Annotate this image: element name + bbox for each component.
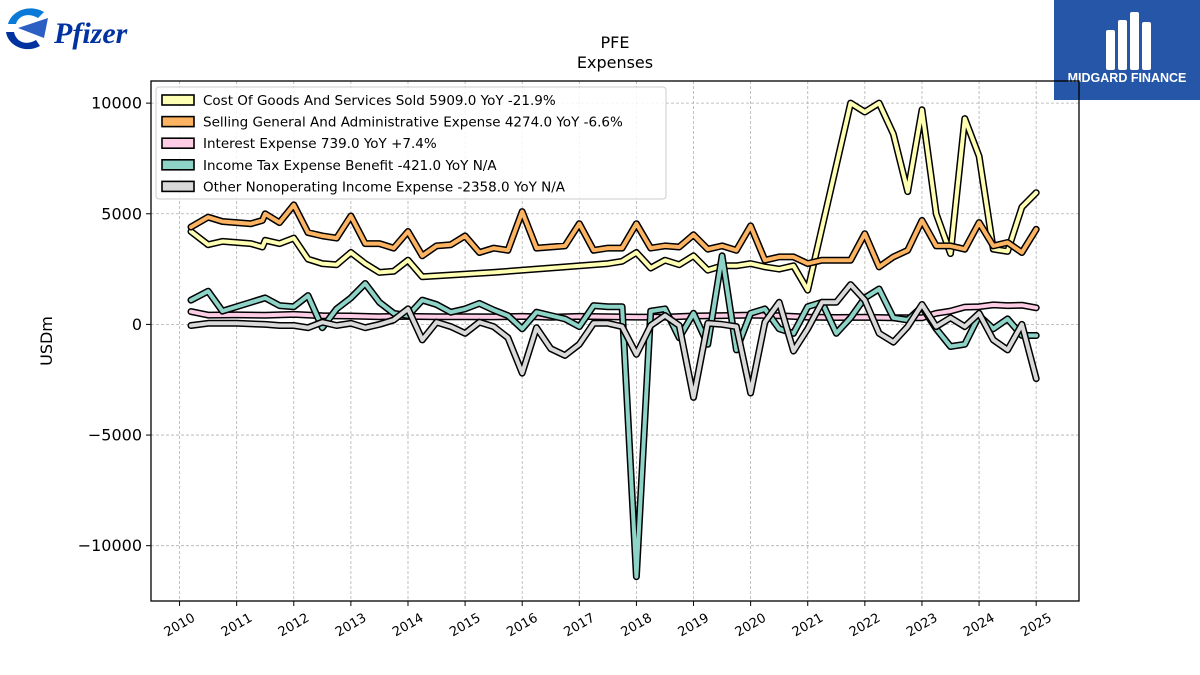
x-tick-label: 2017 — [561, 611, 597, 641]
legend-entry: Interest Expense 739.0 YoY +7.4% — [203, 136, 437, 152]
series-line — [189, 253, 1039, 579]
series-line — [189, 282, 1039, 400]
legend-swatch — [161, 159, 195, 171]
series-line — [189, 202, 1039, 269]
x-tick-label: 2022 — [847, 611, 883, 641]
y-axis-label: USDm — [37, 316, 56, 366]
series-outline — [187, 252, 1040, 581]
x-axis: 2010 2011 2012 2013 2014 2015 2016 2017 2018 2019… — [162, 601, 1054, 641]
series-line — [189, 101, 1039, 293]
x-tick-label: 2012 — [276, 611, 312, 641]
x-tick-label: 2010 — [162, 611, 198, 641]
pfizer-logo-mark: Pfizer — [6, 8, 128, 50]
x-tick-label: 2023 — [904, 611, 940, 641]
legend-entry: Other Nonoperating Income Expense -2358.… — [203, 179, 566, 195]
midgard-logo-mark: MIDGARD FINANCE — [1068, 12, 1187, 85]
series-other-nonoperating-income-expense — [187, 281, 1040, 401]
x-tick-label: 2019 — [676, 611, 712, 641]
legend-swatch — [161, 180, 195, 193]
chart-subtitle: Expenses — [577, 53, 653, 72]
x-tick-label: 2024 — [961, 611, 997, 641]
series-cost-of-goods-and-services-sold — [187, 99, 1040, 294]
y-axis: 10000 5000 0 −5000 −10000 — [78, 94, 151, 555]
x-tick-label: 2021 — [790, 611, 826, 641]
y-tick-label: 5000 — [101, 204, 142, 223]
midgard-finance-logo: MIDGARD FINANCE — [1054, 0, 1200, 100]
series-lines — [187, 99, 1040, 581]
legend-entry: Selling General And Administrative Expen… — [203, 115, 623, 131]
x-tick-label: 2016 — [504, 611, 540, 641]
legend-entry: Cost Of Goods And Services Sold 5909.0 Y… — [203, 93, 556, 109]
legend-swatch — [161, 115, 195, 128]
x-tick-label: 2013 — [333, 611, 369, 641]
x-tick-label: 2014 — [390, 611, 426, 641]
x-tick-label: 2011 — [219, 611, 255, 641]
series-selling-general-and-administrative-expense — [187, 201, 1040, 271]
x-tick-label: 2018 — [619, 611, 655, 641]
y-tick-label: −5000 — [88, 426, 142, 445]
y-tick-label: 0 — [132, 315, 142, 334]
x-tick-label: 2025 — [1018, 611, 1054, 641]
pfizer-logo: Pfizer — [4, 4, 144, 56]
series-outline — [187, 281, 1040, 401]
legend-box — [155, 86, 667, 200]
y-tick-label: −10000 — [78, 536, 142, 555]
series-income-tax-expense-benefit — [187, 252, 1040, 581]
pfizer-logo-text: Pfizer — [53, 17, 128, 50]
chart-title: PFE — [601, 33, 630, 52]
plot-frame — [150, 80, 1080, 602]
legend-swatch — [161, 137, 195, 149]
legend-entry: Income Tax Expense Benefit -421.0 YoY N/… — [203, 158, 497, 174]
x-tick-label: 2015 — [447, 611, 483, 641]
midgard-logo-text: MIDGARD FINANCE — [1068, 71, 1187, 85]
x-tick-label: 2020 — [733, 611, 769, 641]
y-tick-label: 10000 — [91, 94, 142, 113]
legend-swatch — [161, 94, 195, 106]
legend: Cost Of Goods And Services Sold 5909.0 Y… — [155, 86, 667, 200]
